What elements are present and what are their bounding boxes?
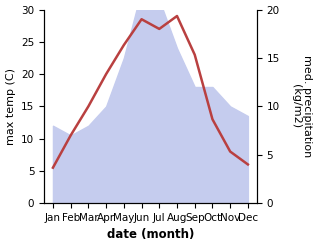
Y-axis label: med. precipitation
(kg/m2): med. precipitation (kg/m2) bbox=[291, 55, 313, 158]
X-axis label: date (month): date (month) bbox=[107, 228, 194, 242]
Y-axis label: max temp (C): max temp (C) bbox=[5, 68, 16, 145]
